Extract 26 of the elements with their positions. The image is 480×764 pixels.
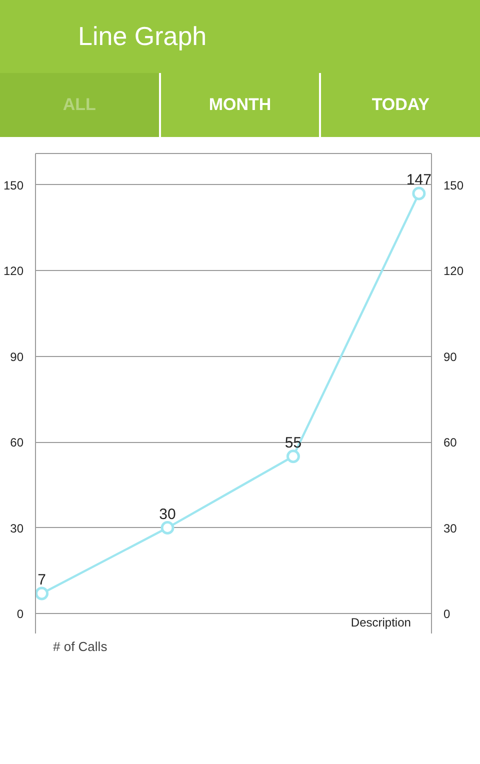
y-tick-label: 0: [16, 607, 24, 621]
y2-tick-label: 60: [444, 436, 458, 450]
data-label: 7: [38, 572, 46, 588]
y-tick-label: 120: [3, 264, 24, 278]
point: [160, 521, 174, 535]
y2-tick-label: 120: [444, 264, 464, 278]
chart-title: Line Graph: [77, 20, 208, 53]
y-tick-label: 30: [10, 521, 24, 536]
data-label: 147: [406, 172, 432, 188]
point: [36, 586, 49, 600]
point: [286, 450, 300, 464]
y2-tick-label: 30: [444, 521, 458, 536]
text: # of Calls: [53, 639, 108, 654]
point: [412, 186, 426, 200]
y-tick-label: 150: [3, 178, 24, 192]
data-label: 30: [159, 506, 176, 523]
text: ALL: [0, 73, 161, 137]
y2-tick-label: 90: [444, 350, 458, 364]
y-tick-label: 90: [10, 350, 24, 364]
y2-tick-label: 150: [444, 178, 464, 192]
text: MONTH: [160, 73, 322, 137]
y-tick-label: 60: [10, 436, 24, 450]
text: TODAY: [321, 73, 480, 137]
annotation: Description: [350, 616, 411, 630]
y2-tick-label: 0: [444, 607, 450, 621]
data-label: 55: [284, 434, 302, 452]
